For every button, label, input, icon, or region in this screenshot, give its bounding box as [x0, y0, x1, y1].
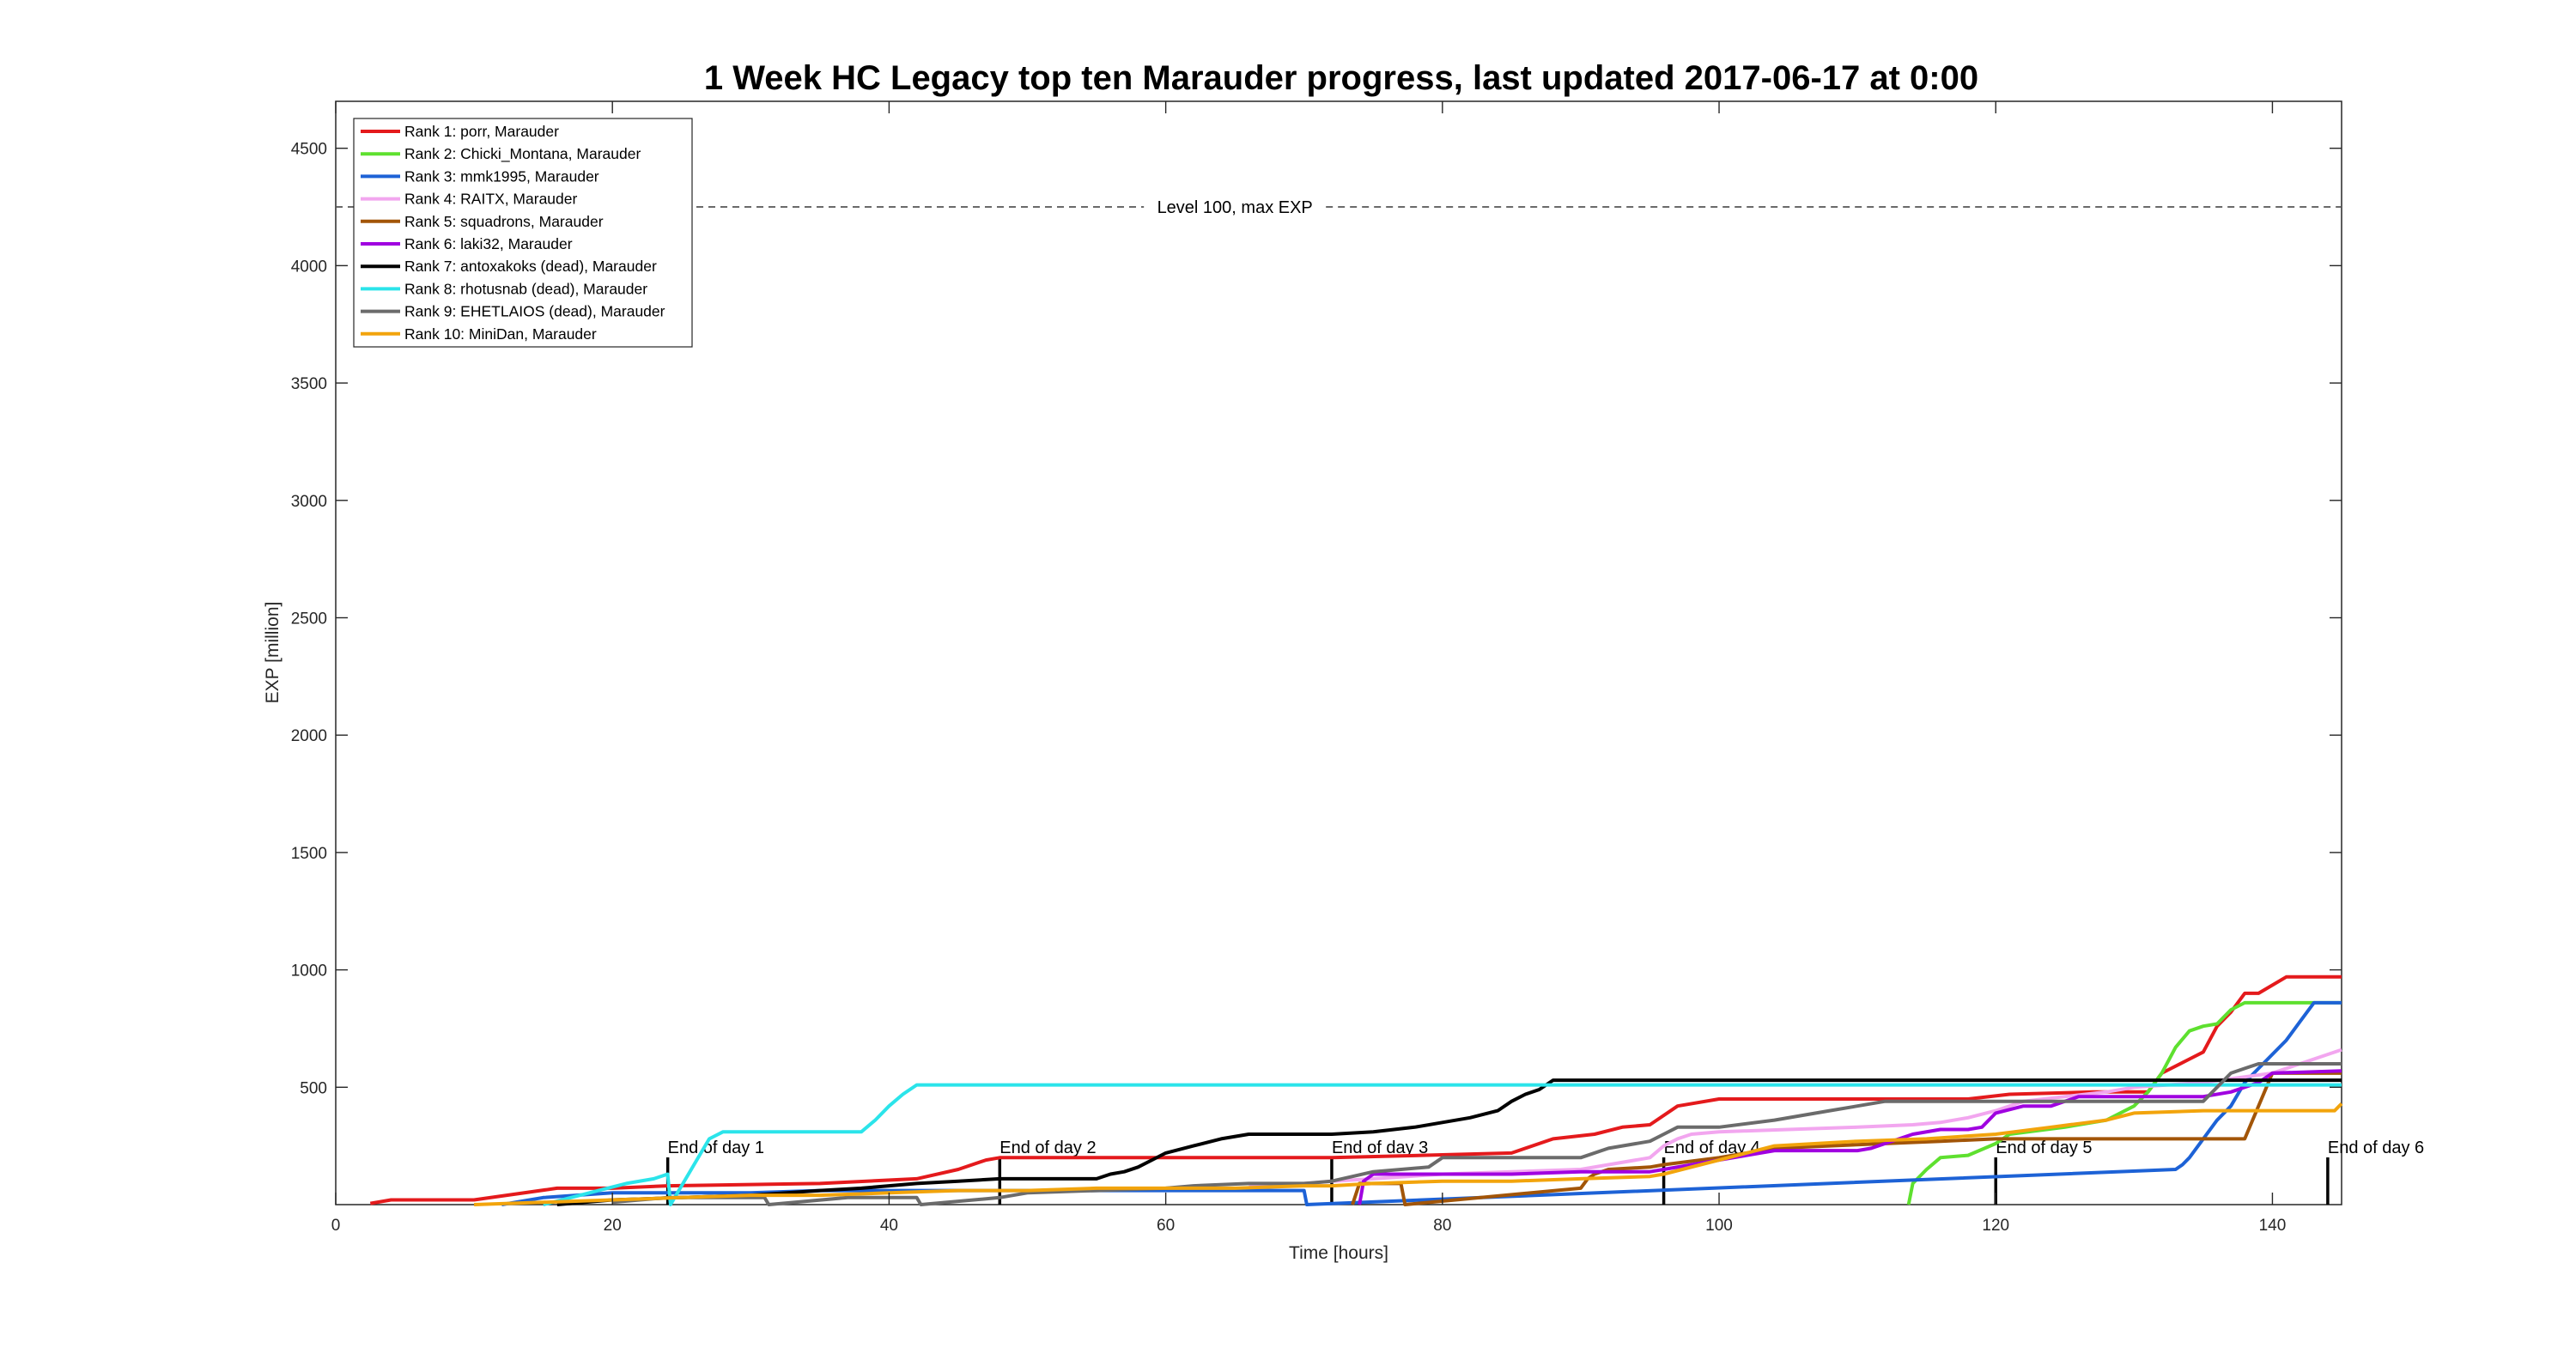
legend-label-rank-2: Rank 2: Chicki_Montana, Marauder [404, 145, 641, 163]
x-tick-label: 20 [604, 1217, 622, 1235]
y-tick-label: 3000 [291, 493, 327, 511]
max-exp-label: Level 100, max EXP [1157, 198, 1313, 217]
y-tick-label: 4000 [291, 258, 327, 276]
series-line-rank-10 [474, 1102, 2343, 1206]
legend-label-rank-4: Rank 4: RAITX, Marauder [404, 191, 577, 208]
x-tick-label: 140 [2259, 1217, 2287, 1235]
x-tick-label: 40 [880, 1217, 898, 1235]
y-tick-label: 2000 [291, 727, 327, 745]
x-tick-label: 60 [1157, 1217, 1175, 1235]
x-axis: 0 20 40 60 80 100 120 140 [331, 101, 2287, 1235]
day-markers: End of day 1 End of day 2 End of day 3 End … [665, 1139, 2424, 1205]
day-marker-label-5: End of day 5 [1996, 1139, 2092, 1157]
chart-title: 1 Week HC Legacy top ten Marauder progre… [704, 59, 1978, 97]
series-line-rank-9 [612, 1062, 2342, 1206]
day-marker-label-4: End of day 4 [1664, 1139, 1760, 1157]
y-tick-label: 2500 [291, 610, 327, 628]
max-exp-line: Level 100, max EXP [336, 198, 2342, 217]
legend-label-rank-10: Rank 10: MiniDan, Marauder [404, 325, 597, 343]
series-line-rank-2 [1906, 1000, 2342, 1205]
legend-label-rank-8: Rank 8: rhotusnab (dead), Marauder [404, 280, 647, 297]
legend: Rank 1: porr, Marauder Rank 2: Chicki_Mon… [353, 118, 693, 348]
y-tick-label: 500 [300, 1079, 327, 1097]
legend-label-rank-9: Rank 9: EHETLAIOS (dead), Marauder [404, 303, 665, 320]
day-marker-label-3: End of day 3 [1332, 1139, 1428, 1157]
y-tick-label: 4500 [291, 141, 327, 159]
day-marker-label-6: End of day 6 [2328, 1139, 2424, 1157]
y-tick-label: 3500 [291, 375, 327, 393]
day-marker-label-1: End of day 1 [668, 1139, 764, 1157]
legend-label-rank-1: Rank 1: porr, Marauder [404, 123, 559, 140]
legend-label-rank-7: Rank 7: antoxakoks (dead), Marauder [404, 258, 657, 275]
x-tick-label: 100 [1705, 1217, 1733, 1235]
series-line-rank-8 [543, 1083, 2342, 1206]
series-line-rank-1 [369, 975, 2342, 1205]
y-axis-label: EXP [million] [263, 602, 283, 704]
x-axis-label: Time [hours] [1289, 1243, 1388, 1263]
series-lines [369, 975, 2343, 1206]
legend-label-rank-3: Rank 3: mmk1995, Marauder [404, 167, 599, 185]
x-tick-label: 0 [331, 1217, 341, 1235]
x-tick-label: 80 [1433, 1217, 1451, 1235]
legend-label-rank-5: Rank 5: squadrons, Marauder [404, 213, 604, 230]
series-line-rank-6 [1358, 1069, 2342, 1205]
series-line-rank-7 [556, 1078, 2342, 1206]
day-marker-label-2: End of day 2 [999, 1139, 1096, 1157]
y-tick-label: 1000 [291, 962, 327, 981]
y-tick-label: 1500 [291, 845, 327, 863]
y-axis: 500 1000 1500 2000 2500 3000 3500 4000 4500 [291, 141, 2342, 1097]
legend-box [353, 118, 693, 348]
legend-label-rank-6: Rank 6: laki32, Marauder [404, 235, 573, 252]
x-tick-label: 120 [1982, 1217, 2009, 1235]
